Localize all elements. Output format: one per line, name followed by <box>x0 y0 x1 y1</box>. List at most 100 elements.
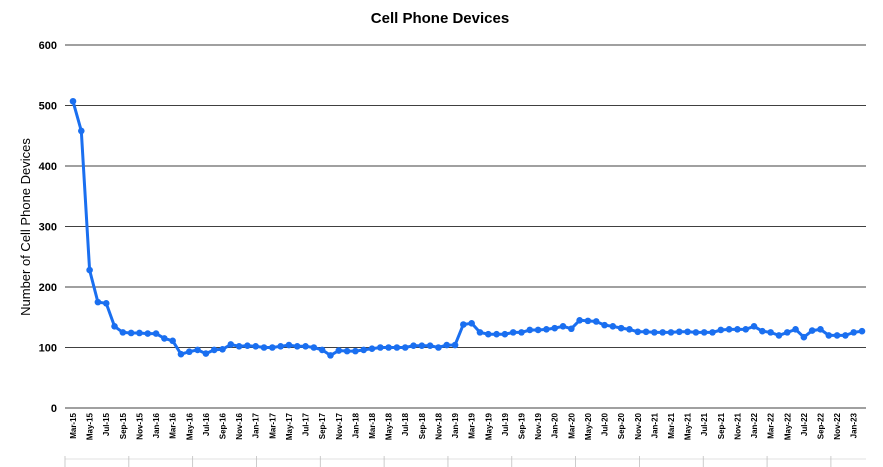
data-point <box>559 323 567 330</box>
data-point <box>783 329 791 336</box>
data-point <box>850 329 857 336</box>
x-tick-label: Sep-20 <box>617 412 626 439</box>
x-tick-label: Jan-19 <box>451 412 460 438</box>
data-point <box>509 329 517 336</box>
data-point <box>617 324 625 332</box>
data-point <box>385 344 392 351</box>
data-point <box>692 329 700 336</box>
data-point <box>260 344 268 351</box>
x-tick-label: Sep-18 <box>418 412 427 439</box>
series-line-path <box>71 100 863 357</box>
data-point <box>775 332 783 339</box>
x-tick-label: Mar-16 <box>169 412 178 438</box>
data-point <box>86 266 93 274</box>
data-point <box>493 330 500 338</box>
data-point <box>69 97 77 105</box>
data-point <box>792 326 799 333</box>
data-point <box>742 326 750 333</box>
data-point <box>360 346 367 354</box>
chart-title: Cell Phone Devices <box>371 10 509 27</box>
data-point <box>227 341 235 348</box>
data-point <box>767 329 774 336</box>
data-point <box>318 346 326 354</box>
data-point <box>169 337 176 345</box>
x-tick-label: Jul-19 <box>501 412 510 436</box>
data-point <box>642 328 650 336</box>
x-axis-ticks: Mar-15 May-15 Jul-15 Sep-15 Nov-15 Jan-16 Mar-… <box>69 412 859 440</box>
data-point <box>833 332 841 339</box>
data-point <box>808 327 816 334</box>
data-point <box>161 335 168 342</box>
x-tick-label: May-22 <box>783 412 792 440</box>
data-point <box>534 326 542 334</box>
data-point <box>675 328 683 336</box>
x-tick-label: Jul-20 <box>601 412 610 436</box>
data-point <box>800 333 808 341</box>
x-tick-label: Nov-19 <box>534 412 543 439</box>
data-point <box>825 332 833 339</box>
data-point <box>269 344 276 351</box>
data-point <box>185 348 193 356</box>
data-point <box>343 347 351 355</box>
data-point <box>634 328 642 336</box>
x-tick-label: Jan-21 <box>650 412 659 438</box>
data-point <box>202 350 210 357</box>
x-tick-label: Nov-22 <box>833 412 842 439</box>
data-point <box>393 344 401 351</box>
data-point <box>418 342 426 349</box>
x-tick-label: Jul-22 <box>800 412 809 436</box>
y-tick-label: 100 <box>39 343 57 355</box>
x-tick-label: Jan-16 <box>152 412 161 438</box>
x-tick-label: Mar-21 <box>667 412 676 438</box>
data-point <box>368 345 376 353</box>
x-tick-label: Nov-20 <box>634 412 643 439</box>
data-point <box>194 346 201 354</box>
x-tick-label: Jan-22 <box>750 412 759 438</box>
data-point <box>584 317 592 325</box>
data-point <box>659 329 666 336</box>
data-point <box>310 344 318 351</box>
data-point <box>235 342 243 350</box>
data-point <box>152 330 160 337</box>
data-point <box>136 329 143 337</box>
data-point <box>709 329 716 336</box>
y-tick-label: 600 <box>39 40 57 52</box>
data-point <box>568 325 575 333</box>
x-tick-label: Mar-15 <box>69 412 78 438</box>
data-point <box>468 320 475 327</box>
data-point <box>526 326 534 334</box>
x-tick-label: Jan-20 <box>551 412 560 438</box>
data-point <box>376 344 384 351</box>
data-point <box>476 329 484 336</box>
data-point <box>244 342 251 349</box>
x-tick-label: Mar-22 <box>767 412 776 438</box>
x-tick-label: May-21 <box>684 412 693 440</box>
y-tick-label: 400 <box>39 161 57 173</box>
data-point <box>410 342 417 349</box>
data-point <box>750 323 758 330</box>
y-tick-label: 500 <box>39 101 57 113</box>
data-point <box>210 346 218 354</box>
data-point <box>543 326 550 333</box>
data-point <box>626 326 633 333</box>
data-point <box>111 323 118 330</box>
data-point <box>592 318 600 325</box>
x-tick-label: May-18 <box>385 412 394 440</box>
data-point <box>842 332 849 339</box>
data-point <box>335 347 343 354</box>
data-point <box>285 341 293 349</box>
x-tick-label: May-15 <box>86 412 95 440</box>
x-tick-label: Jul-17 <box>302 412 311 436</box>
data-point <box>700 329 708 336</box>
x-tick-label: Mar-19 <box>468 412 477 438</box>
data-point <box>102 300 110 307</box>
y-axis-label: Number of Cell Phone Devices <box>18 138 33 316</box>
data-point <box>651 329 658 336</box>
y-axis-ticks: 0 100 200 300 400 500 600 <box>39 40 57 415</box>
x-tick-label: Sep-22 <box>816 412 825 439</box>
data-point <box>858 327 866 335</box>
data-point <box>127 329 135 337</box>
x-tick-label: Sep-15 <box>119 412 128 439</box>
data-point <box>352 347 359 355</box>
